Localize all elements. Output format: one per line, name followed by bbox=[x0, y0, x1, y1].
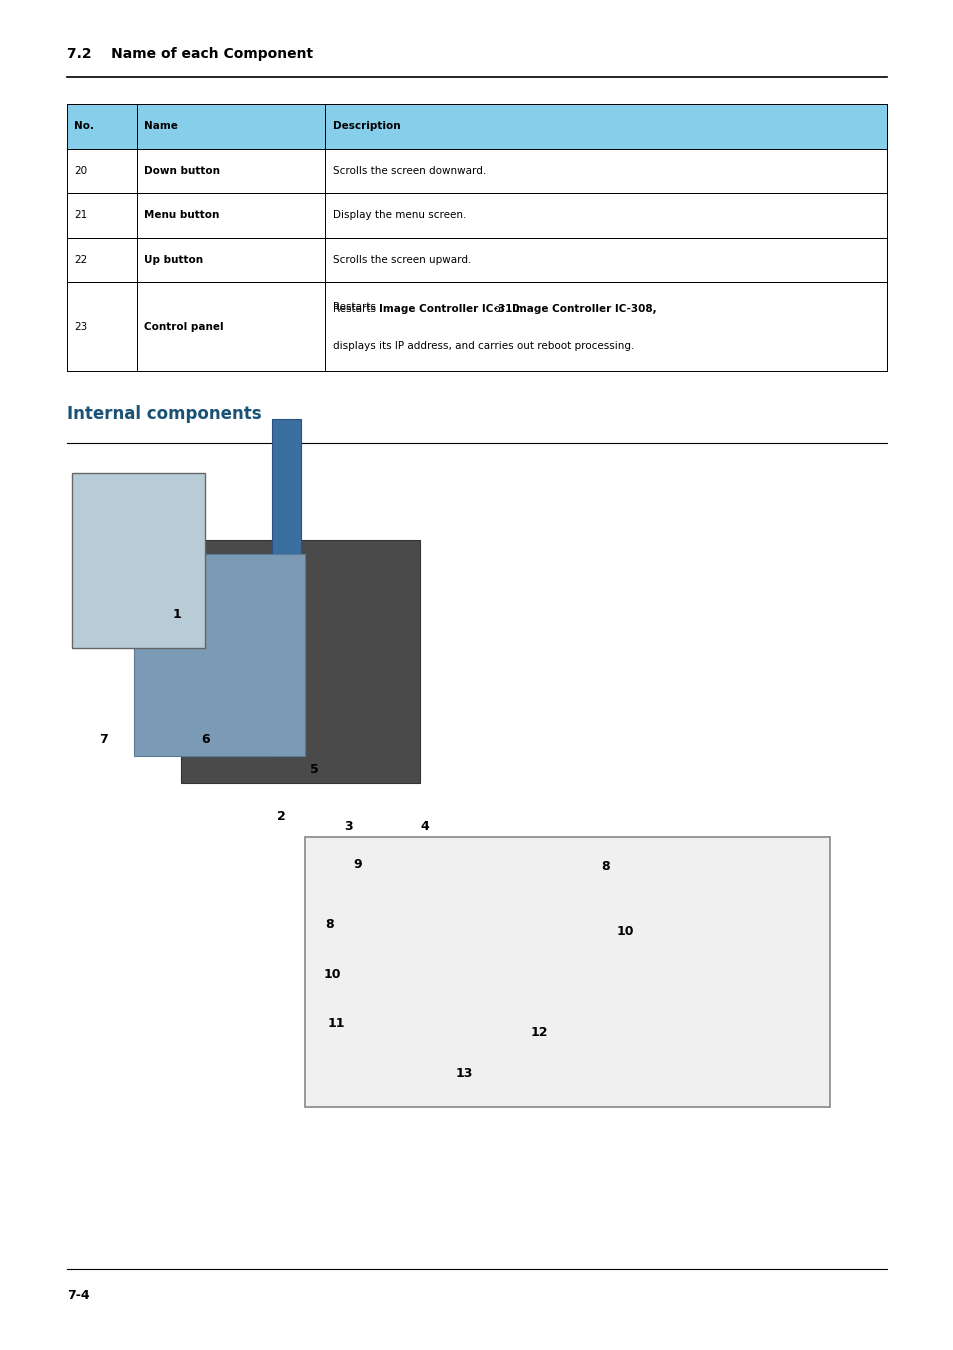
Text: Restarts Image Controller IC-310 or Image Controller IC-308,: Restarts Image Controller IC-310 or Imag… bbox=[333, 302, 648, 312]
Bar bbox=[67, 148, 886, 193]
Text: 21: 21 bbox=[74, 211, 88, 220]
Bar bbox=[67, 104, 886, 148]
Text: Menu button: Menu button bbox=[144, 211, 219, 220]
Text: displays its IP address, and carries out reboot processing.: displays its IP address, and carries out… bbox=[333, 342, 634, 351]
Text: 8: 8 bbox=[324, 918, 334, 932]
Bar bbox=[67, 193, 886, 238]
Text: Name: Name bbox=[144, 122, 178, 131]
Bar bbox=[67, 282, 886, 371]
Text: 10: 10 bbox=[616, 925, 633, 938]
Text: No.: No. bbox=[74, 122, 94, 131]
Text: 4: 4 bbox=[419, 819, 429, 833]
Text: 7-4: 7-4 bbox=[67, 1289, 90, 1303]
Text: 6: 6 bbox=[200, 733, 210, 747]
Text: Scrolls the screen upward.: Scrolls the screen upward. bbox=[333, 255, 471, 265]
Text: 2: 2 bbox=[276, 810, 286, 824]
Text: Up button: Up button bbox=[144, 255, 203, 265]
Text: 12: 12 bbox=[530, 1026, 547, 1040]
Text: 13: 13 bbox=[456, 1066, 473, 1080]
Bar bbox=[67, 238, 886, 282]
Text: Image Controller IC-308,: Image Controller IC-308, bbox=[512, 304, 656, 315]
Bar bbox=[67, 450, 886, 898]
Bar bbox=[181, 540, 419, 783]
Text: Scrolls the screen downward.: Scrolls the screen downward. bbox=[333, 166, 486, 176]
Text: 7: 7 bbox=[98, 733, 108, 747]
Bar bbox=[272, 418, 300, 756]
Text: 8: 8 bbox=[600, 860, 610, 873]
Text: Display the menu screen.: Display the menu screen. bbox=[333, 211, 466, 220]
Text: 23: 23 bbox=[74, 321, 88, 332]
Text: 22: 22 bbox=[74, 255, 88, 265]
Text: 5: 5 bbox=[310, 763, 319, 776]
Text: 11: 11 bbox=[328, 1017, 345, 1030]
Text: 7.2    Name of each Component: 7.2 Name of each Component bbox=[67, 47, 313, 61]
Text: Image Controller IC-310: Image Controller IC-310 bbox=[378, 304, 518, 315]
Text: or: or bbox=[491, 304, 508, 315]
Text: Description: Description bbox=[333, 122, 400, 131]
Bar bbox=[133, 554, 305, 756]
Text: Control panel: Control panel bbox=[144, 321, 224, 332]
Text: 3: 3 bbox=[343, 819, 353, 833]
Text: Restarts: Restarts bbox=[333, 304, 378, 315]
Text: 10: 10 bbox=[323, 968, 340, 981]
Text: 9: 9 bbox=[353, 857, 362, 871]
Text: Internal components: Internal components bbox=[67, 405, 261, 423]
Bar bbox=[305, 837, 829, 1107]
Text: Down button: Down button bbox=[144, 166, 220, 176]
Text: 1: 1 bbox=[172, 608, 181, 621]
Text: 20: 20 bbox=[74, 166, 88, 176]
Bar bbox=[71, 472, 205, 648]
Text: Restarts: Restarts bbox=[333, 302, 378, 312]
